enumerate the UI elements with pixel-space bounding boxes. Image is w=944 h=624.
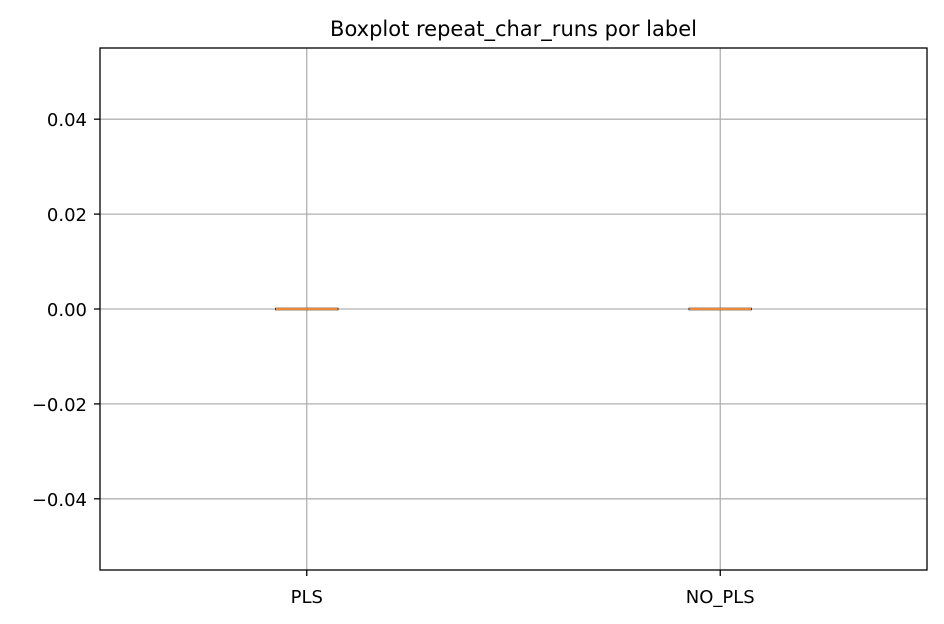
chart-title: Boxplot repeat_char_runs por label [330, 17, 697, 42]
y-tick-label: −0.02 [32, 395, 87, 416]
tick-layer: 0.04 0.02 0.00 −0.02 −0.04 PLS NO_PLS [32, 110, 755, 608]
grid-layer [100, 48, 927, 570]
box-layer [275, 307, 752, 311]
y-tick-label: −0.04 [32, 490, 87, 511]
x-tick-label: PLS [291, 587, 323, 608]
x-tick-label: NO_PLS [686, 587, 755, 608]
y-tick-label: 0.02 [47, 205, 87, 226]
y-tick-label: 0.00 [47, 300, 87, 321]
y-tick-label: 0.04 [47, 110, 87, 131]
